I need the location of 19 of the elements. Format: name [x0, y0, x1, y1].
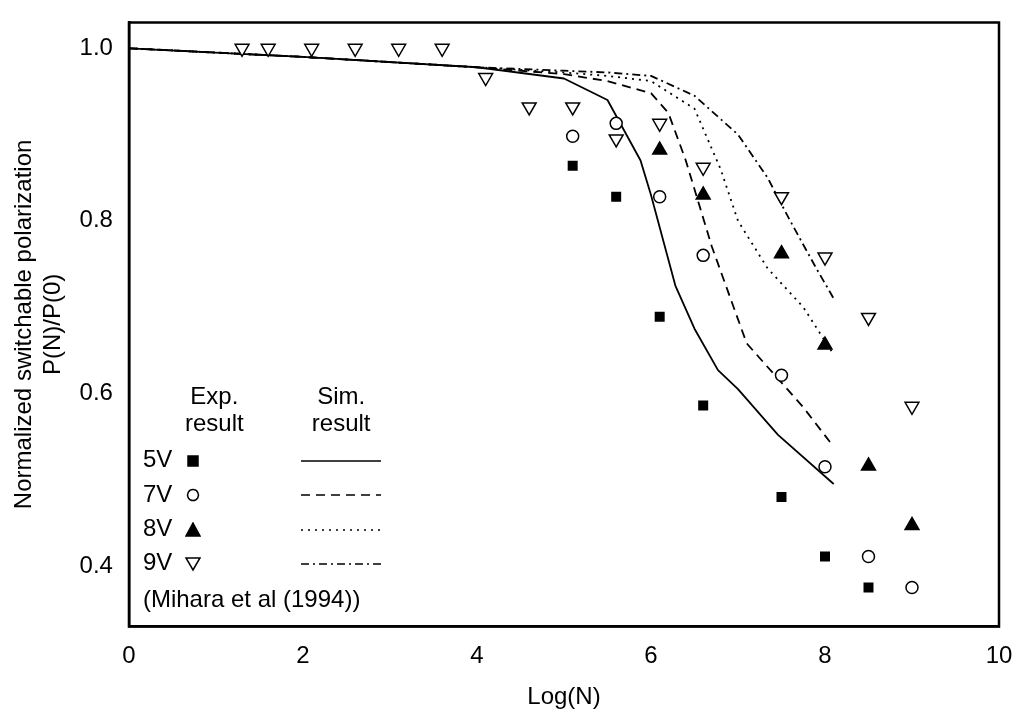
y-tick-label: 1.0 [79, 32, 113, 60]
legend-label: 7V [142, 478, 174, 509]
legend-label: 9V [142, 547, 174, 578]
annotation: (Mihara et al (1994)) [142, 584, 362, 613]
x-tick-label: 8 [818, 641, 832, 669]
annotation: Exp. result [184, 381, 244, 438]
x-tick-label: 4 [470, 641, 484, 669]
legend-label: 8V [142, 512, 174, 543]
x-tick-label: 0 [122, 641, 136, 669]
annotation: Sim. result [310, 381, 372, 438]
x-tick-label: 2 [296, 641, 310, 669]
y-tick-label: 0.8 [79, 205, 113, 233]
legend-label: 5V [142, 444, 174, 475]
y-axis-title: Normalized switchable polarization P(N)/P(0) [9, 139, 65, 510]
x-axis-title: Log(N) [527, 682, 601, 710]
x-tick-label: 10 [985, 641, 1013, 669]
x-tick-label: 6 [644, 641, 658, 669]
y-tick-label: 0.6 [79, 378, 113, 406]
y-tick-label: 0.4 [79, 550, 113, 578]
